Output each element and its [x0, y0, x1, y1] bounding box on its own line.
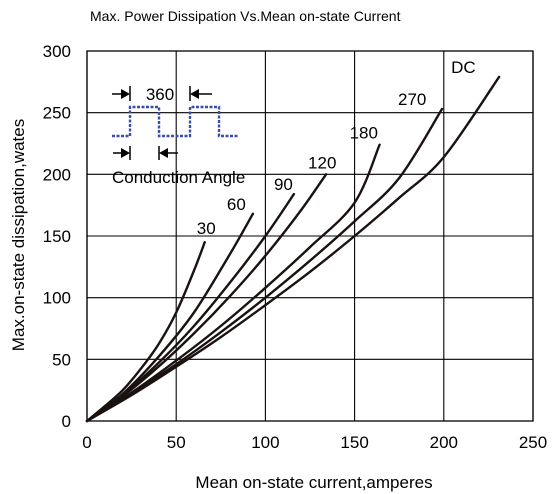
inset-waveform: [112, 105, 238, 138]
x-tick-label: 200: [430, 433, 458, 452]
tick-labels: 0 50 100 150 200 250 0 50 100 150 200 250 300: [43, 42, 548, 452]
y-tick-label: 0: [62, 412, 71, 431]
series-line-dc: [85, 75, 501, 423]
x-tick-label: 250: [519, 433, 547, 452]
series-lines: [85, 75, 501, 423]
series-label-30: 30: [197, 219, 216, 238]
x-tick-label: 50: [167, 433, 186, 452]
series-line-60: [85, 212, 255, 423]
y-tick-label: 50: [52, 350, 71, 369]
series-line-30: [85, 241, 206, 423]
series-label-270: 270: [398, 90, 426, 109]
angle-arrow-left-head: [121, 148, 130, 158]
y-tick-label: 250: [43, 104, 71, 123]
series-label-60: 60: [227, 195, 246, 214]
y-axis-label: Max.on-state dissipation,wates: [9, 119, 28, 351]
period-arrow-left-head: [121, 89, 130, 99]
series-labels: 30 60 90 120 180 270 DC: [197, 58, 476, 238]
series-line-270: [85, 107, 444, 423]
x-tick-label: 150: [340, 433, 368, 452]
y-tick-label: 300: [43, 42, 71, 61]
period-label: 360: [146, 85, 174, 104]
grid: [86, 50, 534, 422]
series-line-120: [85, 173, 328, 423]
y-tick-label: 150: [43, 227, 71, 246]
series-label-180: 180: [350, 124, 378, 143]
conduction-angle-label: Conduction Angle: [112, 168, 245, 187]
series-label-dc: DC: [451, 58, 476, 77]
y-tick-label: 200: [43, 165, 71, 184]
x-tick-label: 100: [251, 433, 279, 452]
chart-title: Max. Power Dissipation Vs.Mean on-state …: [90, 8, 401, 24]
plot-frame: [86, 50, 534, 422]
x-tick-label: 0: [82, 433, 91, 452]
y-tick-label: 100: [43, 289, 71, 308]
series-label-120: 120: [308, 153, 336, 172]
inset-diagram: 360 Conduction Angle: [112, 85, 245, 187]
x-axis-label: Mean on-state current,amperes: [195, 473, 432, 492]
series-line-180: [85, 143, 381, 423]
series-label-90: 90: [274, 175, 293, 194]
